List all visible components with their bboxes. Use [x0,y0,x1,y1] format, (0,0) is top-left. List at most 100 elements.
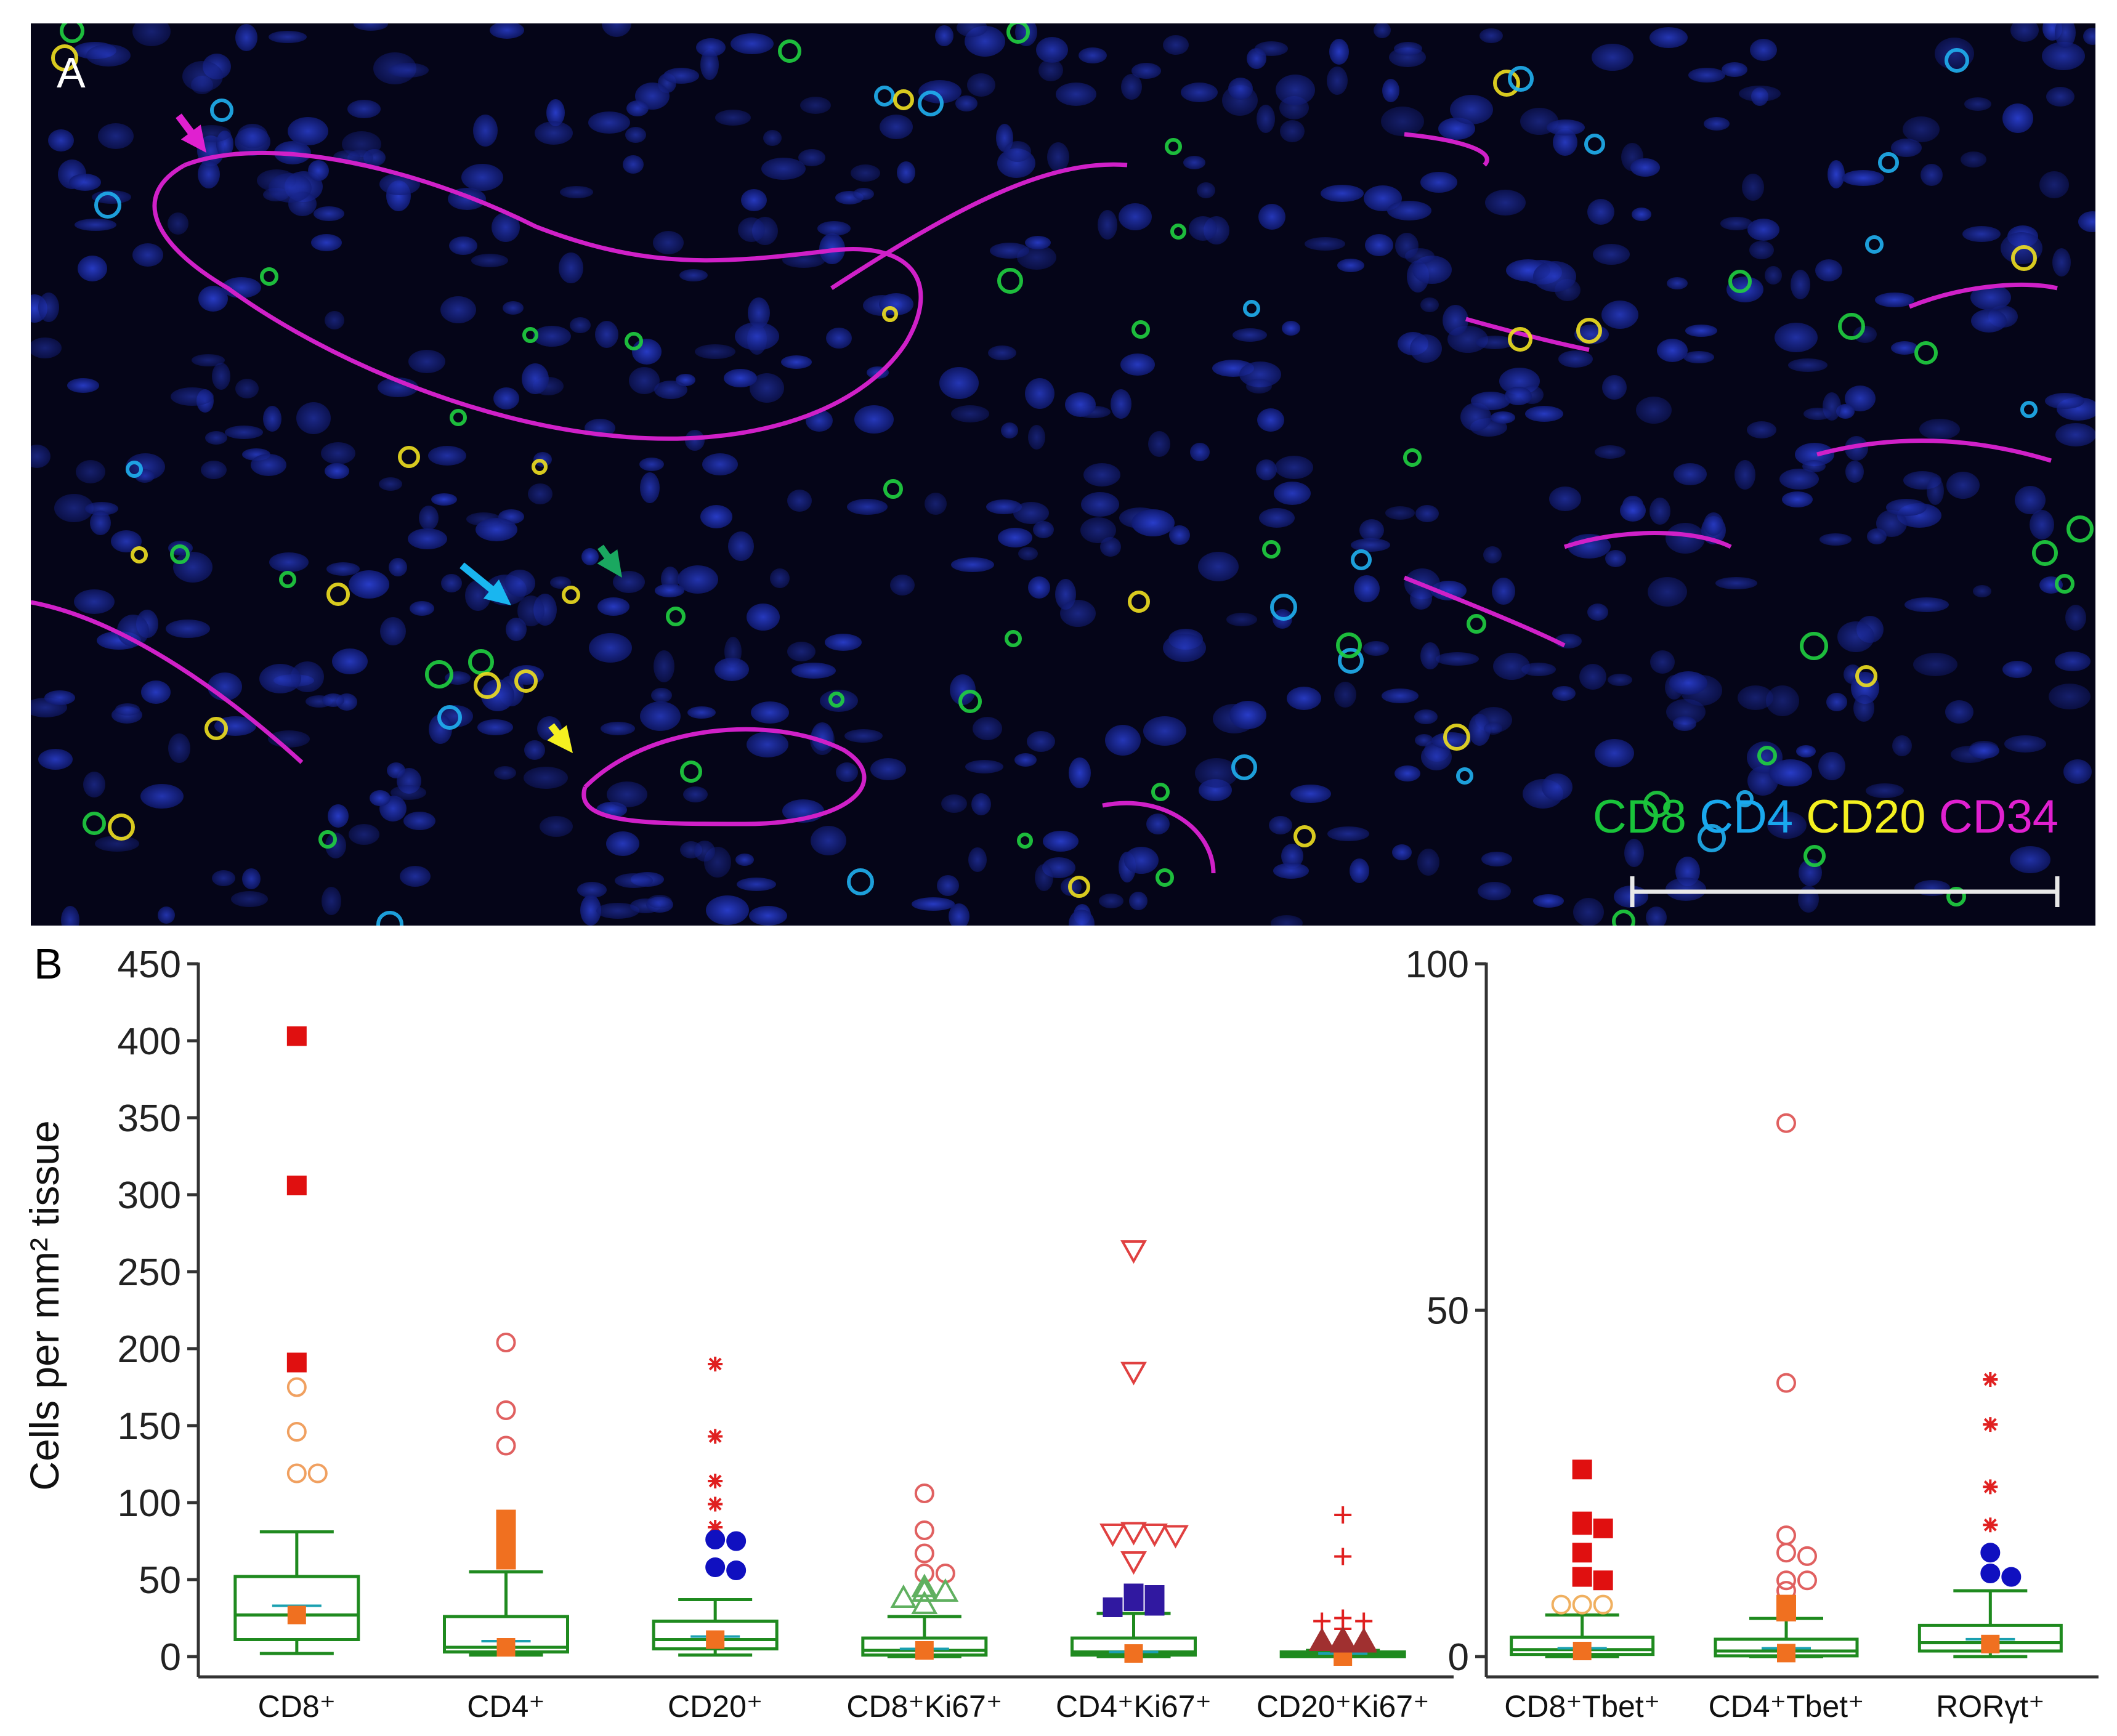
nucleus [78,256,107,281]
box-4 [861,1484,988,1660]
nucleus [1421,743,1452,770]
nucleus [1492,578,1515,605]
nucleus [935,25,953,46]
stained-cell [2011,245,2037,271]
nucleus [1766,685,1799,716]
outlier-circle [1776,1570,1796,1591]
outlier-circle [286,1463,307,1484]
stained-cell [1262,540,1281,559]
nucleus [615,873,653,888]
stained-cell [1643,791,1670,818]
nucleus [1060,600,1096,627]
nucleus [1749,241,1774,259]
stained-cell [437,705,462,730]
outlier-circle [1980,1543,2001,1563]
nucleus [370,790,391,806]
nucleus [2065,605,2086,631]
center-marker [1124,1644,1143,1663]
stained-cell [1493,70,1520,97]
nucleus [1796,745,1816,757]
nucleus [1767,812,1807,839]
nucleus [1257,408,1284,432]
nucleus [1593,244,1630,265]
nucleus [1146,813,1170,834]
stained-cell [279,571,296,588]
nucleus [269,31,307,43]
nucleus [1321,185,1364,202]
outlier-square [496,1549,516,1570]
nucleus [2002,661,2032,678]
nucleus [724,369,757,387]
nucleus [322,887,341,915]
outlier-square [286,1176,307,1195]
nucleus [581,548,599,565]
nucleus [1818,752,1845,780]
stained-cell [1728,270,1752,293]
stained-cell [1165,138,1182,155]
yellow-arrow-icon [547,723,573,753]
nucleus [749,906,787,926]
nucleus [1124,847,1159,874]
nucleus [820,690,858,712]
nucleus [747,732,788,757]
nucleus [166,620,210,638]
nucleus [1392,844,1412,860]
nucleus [1163,35,1189,55]
nucleus [449,236,477,255]
nucleus [1233,328,1267,342]
stained-cell [1945,48,1969,73]
nucleus [428,446,466,466]
nucleus [1782,491,1813,507]
stained-cell [60,23,84,43]
stained-cell [1270,594,1297,621]
nucleus [1904,597,1949,612]
nucleus [702,453,738,475]
nucleus [1624,839,1644,867]
nucleus [550,576,571,589]
nucleus [1443,305,1468,336]
nucleus [504,570,535,597]
nucleus [117,615,149,647]
nucleus [419,506,439,530]
nucleus [533,326,571,347]
outlier-square [1123,1591,1144,1611]
nucleus [44,690,75,705]
nucleus [1259,508,1295,528]
outlier-star [1983,1517,1998,1533]
y-tick-label: 300 [118,1174,181,1217]
outlier-triangle-down [1141,1524,1168,1548]
outlier-circle [1776,1113,1796,1133]
nucleus [263,406,281,432]
nucleus [1542,773,1573,801]
nucleus [1919,419,1960,440]
nucleus [83,772,105,797]
nucleus [67,378,99,393]
stained-cell [882,306,898,322]
nucleus [408,528,447,549]
outlier-square [286,1352,307,1373]
stained-cell [1508,66,1534,92]
outlier-star [708,1357,723,1371]
stained-cell [260,267,278,286]
legend-cd4: CD4 [1699,791,1794,843]
nucleus [685,430,705,451]
nucleus [2045,393,2084,409]
nucleus [811,826,846,855]
nucleus [408,350,445,373]
nucleus [639,458,664,471]
outlier-circle [496,1400,516,1420]
nucleus [1552,686,1576,701]
nucleus [322,693,344,707]
stained-cell [398,446,420,468]
nucleus [1666,699,1706,725]
nucleus [1826,693,1847,711]
nucleus [1891,341,1918,355]
outlier-circle [1572,1594,1592,1615]
nucleus [1669,671,1707,695]
stained-cell [468,649,494,675]
nucleus [653,231,684,254]
nucleus [379,477,402,491]
nucleus [1891,139,1922,157]
nucleus [1047,142,1069,172]
stained-cell [958,690,982,713]
